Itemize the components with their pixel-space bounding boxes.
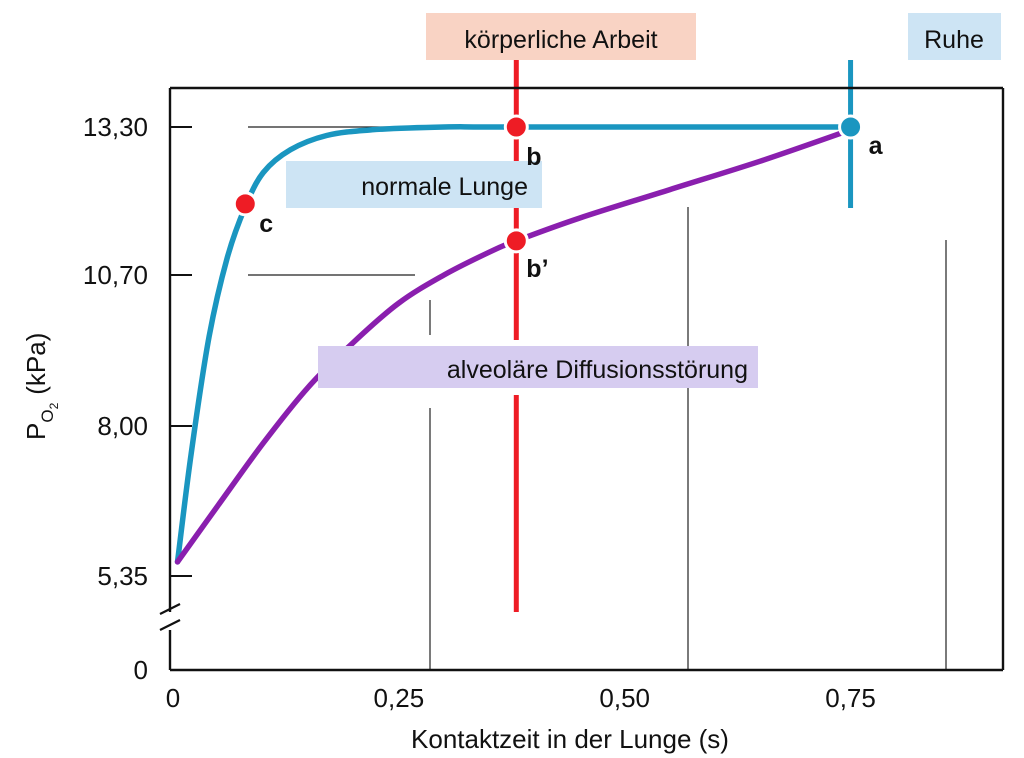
y-tick-label: 8,00: [97, 411, 148, 441]
series-label-normale-lunge-box: [286, 161, 542, 208]
y-tick-label: 0: [134, 655, 148, 685]
axis-break-mark: [159, 619, 181, 631]
axes: 0 5,35 8,00 10,70 13,30 0 0,25 0,50 0,75 Kontaktz…: [21, 86, 1005, 754]
marker-label-c: c: [259, 210, 273, 238]
axis-break-mark: [159, 603, 181, 615]
markers: a b b’ c: [232, 114, 884, 283]
marker-b: [503, 114, 529, 140]
reference-label-ruhe-box: [908, 13, 1001, 60]
x-tick-label: 0,50: [599, 683, 650, 713]
marker-c: [232, 191, 258, 217]
y-tick-label: 5,35: [97, 561, 148, 591]
x-axis-title: Kontaktzeit in der Lunge (s): [411, 724, 729, 754]
x-tick-label: 0,75: [825, 683, 876, 713]
marker-label-b-prime: b’: [526, 255, 548, 283]
y-tick-label: 13,30: [83, 112, 148, 142]
guide-lines: [248, 126, 947, 669]
reference-label-koerperliche-arbeit-box: [426, 13, 696, 60]
series-labels: normale Lunge alveoläre Diffusionsstörung…: [286, 13, 1001, 388]
series-label-normale-lunge: normale Lunge: [361, 173, 528, 201]
reference-label-ruhe: Ruhe: [924, 26, 984, 54]
reference-lines: [513, 60, 854, 612]
series-label-diffusionsstoerung: alveoläre Diffusionsstörung: [447, 356, 748, 384]
marker-label-b: b: [526, 143, 541, 171]
y-axis-title: PO2(kPa): [21, 333, 61, 440]
marker-a: [838, 114, 864, 140]
series-line-diffusionsstoerung: [174, 127, 854, 565]
marker-b-prime: [503, 228, 529, 254]
y-tick-label: 10,70: [83, 260, 148, 290]
x-tick-label: 0: [166, 683, 180, 713]
x-tick-label: 0,25: [374, 683, 425, 713]
series-label-diffusionsstoerung-box: [318, 346, 758, 388]
marker-label-a: a: [869, 132, 884, 160]
reference-label-koerperliche-arbeit: körperliche Arbeit: [464, 26, 657, 54]
